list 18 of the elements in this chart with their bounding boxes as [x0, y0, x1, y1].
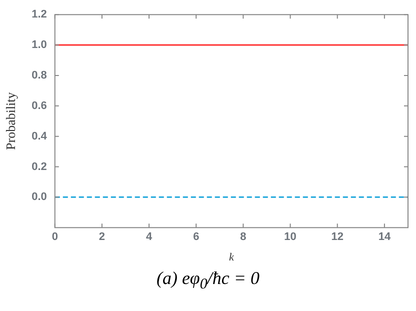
x-axis-title: k [229, 251, 235, 264]
text: (a) eφ$_{0}$/ħc = 0 [155, 268, 261, 294]
y-tick-label: 0.6 [32, 100, 47, 112]
y-axis-title: Probability [3, 92, 18, 150]
x-tick-label: 4 [146, 231, 153, 244]
x-tick-label: 8 [240, 231, 246, 244]
y-tick-label: 0.0 [32, 191, 47, 204]
x-tick-label: 10 [284, 231, 296, 244]
x-tick-label: 12 [331, 231, 344, 244]
y-tick-label: 0.8 [32, 69, 47, 82]
y-tick-label: 0.2 [32, 160, 47, 173]
y-tick-label: 1.0 [32, 39, 47, 52]
x-tick-label: 14 [378, 231, 392, 244]
y-tick-label: 1.2 [32, 8, 47, 21]
x-tick-label: 6 [193, 231, 200, 244]
x-tick-label: 0 [52, 231, 58, 244]
x-tick-label: 2 [98, 231, 106, 244]
y-tick-label: 0.4 [32, 130, 48, 142]
